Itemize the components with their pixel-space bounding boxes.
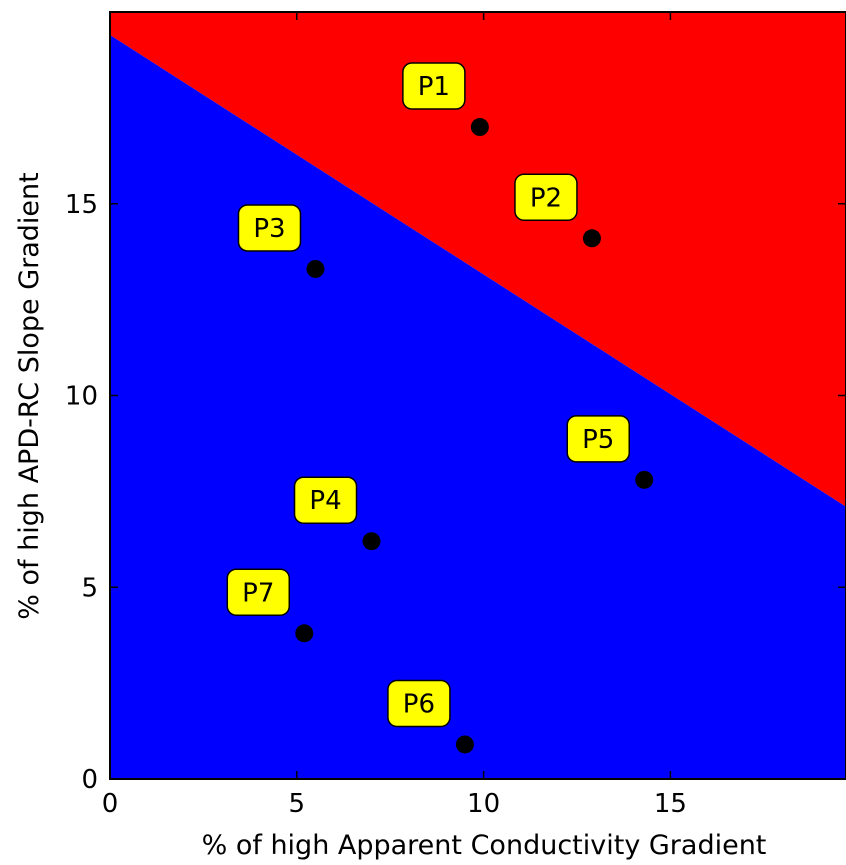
point-label: P1 — [418, 72, 450, 102]
point-label: P3 — [253, 214, 285, 244]
point-label-box — [514, 173, 578, 222]
data-point-group: P2 — [514, 173, 601, 248]
x-tick-label: 10 — [467, 789, 500, 819]
data-point-group: P3 — [237, 204, 325, 278]
data-point — [455, 735, 474, 754]
point-label-box — [387, 679, 451, 728]
data-point — [295, 624, 314, 643]
point-label-box — [293, 476, 358, 524]
y-tick-label: 10 — [65, 382, 98, 412]
point-label: P5 — [582, 425, 614, 455]
plot-frame — [109, 11, 846, 780]
y-tick-label: 15 — [65, 190, 98, 220]
x-tick-label: 5 — [289, 789, 306, 819]
point-label: P6 — [403, 689, 435, 719]
data-point — [306, 259, 325, 278]
y-tick-label: 5 — [81, 573, 98, 603]
x-tick-label: 15 — [654, 789, 687, 819]
x-tick-label: 0 — [102, 789, 119, 819]
y-tick-label: 0 — [81, 765, 98, 795]
data-point — [582, 229, 601, 248]
x-axis-label: % of high Apparent Conductivity Gradient — [202, 830, 767, 861]
data-point — [635, 470, 654, 489]
data-point-group: P7 — [226, 568, 314, 643]
data-point-group: P6 — [387, 679, 474, 754]
data-point-group: P1 — [402, 62, 489, 137]
data-point — [362, 532, 381, 551]
point-label: P4 — [309, 486, 341, 516]
point-label-box — [237, 204, 302, 252]
point-label: P7 — [242, 578, 274, 608]
point-label-box — [402, 62, 466, 110]
data-point-group: P4 — [293, 476, 381, 551]
y-axis-label: % of high APD-RC Slope Gradient — [14, 172, 45, 619]
point-label-box — [226, 568, 291, 617]
region-upper — [110, 12, 846, 507]
point-label: P2 — [530, 183, 562, 213]
data-point-group: P5 — [566, 415, 654, 489]
point-label-box — [566, 415, 631, 463]
data-point — [470, 118, 489, 137]
